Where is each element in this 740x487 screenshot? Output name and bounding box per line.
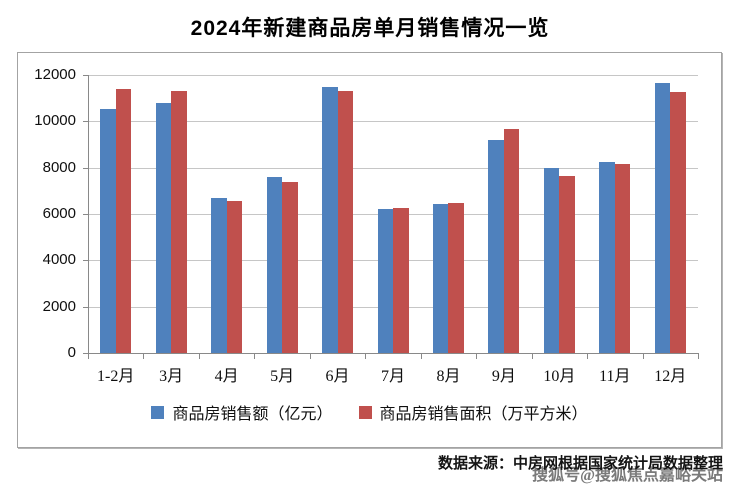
- page-title: 2024年新建商品房单月销售情况一览: [190, 17, 550, 40]
- bar-area-11月: [614, 163, 631, 353]
- bar-area-1-2月: [115, 88, 132, 353]
- x-axis-label-3月: 3月: [159, 368, 184, 385]
- y-tick-12000: [83, 75, 88, 76]
- watermark: 搜狐号@搜狐焦点嘉峪关站: [532, 467, 723, 484]
- x-tick-1: [143, 354, 144, 359]
- x-tick-9: [587, 354, 588, 359]
- bar-sales-3月: [155, 102, 172, 353]
- y-axis-label-8000: 8000: [42, 158, 76, 176]
- bar-sales-4月: [211, 197, 227, 353]
- x-axis-label-9月: 9月: [491, 368, 516, 385]
- data-source-text: 数据来源：中房网根据国家统计局数据整理: [437, 456, 723, 472]
- bar-area-7月: [393, 208, 409, 353]
- x-axis-label-12月: 12月: [654, 368, 687, 385]
- y-tick-6000: [83, 214, 88, 215]
- bar-sales-8月: [432, 204, 449, 353]
- x-axis-label-6月: 6月: [325, 368, 350, 385]
- y-axis-label-10000: 10000: [34, 112, 76, 130]
- y-axis-label-0: 0: [67, 344, 76, 361]
- x-axis-label-10月: 10月: [543, 368, 576, 385]
- y-tick-2000: [83, 306, 88, 308]
- legend-item-1: 商品房销售面积（万平方米）: [358, 400, 588, 424]
- x-tick-8: [532, 354, 533, 359]
- bar-sales-10月: [543, 167, 560, 353]
- bar-area-5月: [282, 181, 298, 353]
- x-axis-label-1-2月: 1-2月: [97, 368, 135, 385]
- y-axis-label-4000: 4000: [42, 251, 76, 269]
- x-axis-label-5月: 5月: [270, 368, 295, 385]
- gridline-12000: [88, 75, 698, 76]
- bar-sales-1-2月: [100, 108, 116, 353]
- x-tick-6: [421, 354, 422, 359]
- x-tick-4: [310, 354, 311, 359]
- y-axis-line: [88, 75, 89, 354]
- x-tick-2: [199, 354, 200, 359]
- legend-item-0: 商品房销售额（亿元）: [151, 400, 333, 424]
- x-tick-10: [643, 354, 644, 359]
- x-tick-5: [365, 354, 366, 359]
- y-tick-4000: [83, 260, 88, 262]
- bar-sales-12月: [654, 83, 671, 353]
- x-axis-label-7月: 7月: [380, 368, 405, 385]
- gridline-10000: [88, 121, 698, 123]
- y-tick-0: [83, 353, 88, 354]
- bar-area-3月: [171, 91, 187, 353]
- bar-sales-11月: [599, 161, 615, 353]
- bar-area-8月: [448, 203, 464, 353]
- bar-sales-6月: [322, 87, 338, 353]
- x-axis-line: [88, 353, 699, 354]
- bar-area-4月: [226, 200, 243, 353]
- legend-swatch-1: [358, 405, 372, 419]
- x-tick-0: [88, 354, 89, 359]
- y-axis-label-6000: 6000: [42, 205, 76, 222]
- x-axis-label-4月: 4月: [214, 368, 239, 385]
- legend: 商品房销售额（亿元） 商品房销售面积（万平方米）: [18, 400, 721, 424]
- y-tick-10000: [83, 121, 88, 123]
- chart-container: 0 2000 4000 6000 8000 10000 12000 1-2月 3月 4月 5月 6月 7…: [17, 52, 722, 448]
- bar-sales-5月: [266, 176, 283, 353]
- bar-area-12月: [670, 92, 686, 353]
- x-tick-7: [476, 354, 477, 359]
- bar-sales-9月: [488, 140, 504, 353]
- bar-area-9月: [503, 128, 520, 353]
- y-tick-8000: [83, 167, 88, 169]
- y-axis-label-2000: 2000: [42, 297, 76, 315]
- x-tick-3: [254, 354, 255, 359]
- bar-area-6月: [337, 91, 354, 353]
- legend-swatch-0: [151, 405, 165, 419]
- legend-label-0: 商品房销售额（亿元）: [172, 406, 333, 423]
- legend-label-1: 商品房销售面积（万平方米）: [379, 406, 588, 423]
- bar-area-10月: [559, 175, 575, 353]
- x-axis-label-11月: 11月: [599, 368, 631, 385]
- x-tick-11: [698, 354, 699, 359]
- y-axis-label-12000: 12000: [34, 66, 76, 83]
- bar-sales-7月: [377, 209, 393, 353]
- gridline-8000: [88, 167, 698, 169]
- x-axis-label-8月: 8月: [436, 368, 461, 385]
